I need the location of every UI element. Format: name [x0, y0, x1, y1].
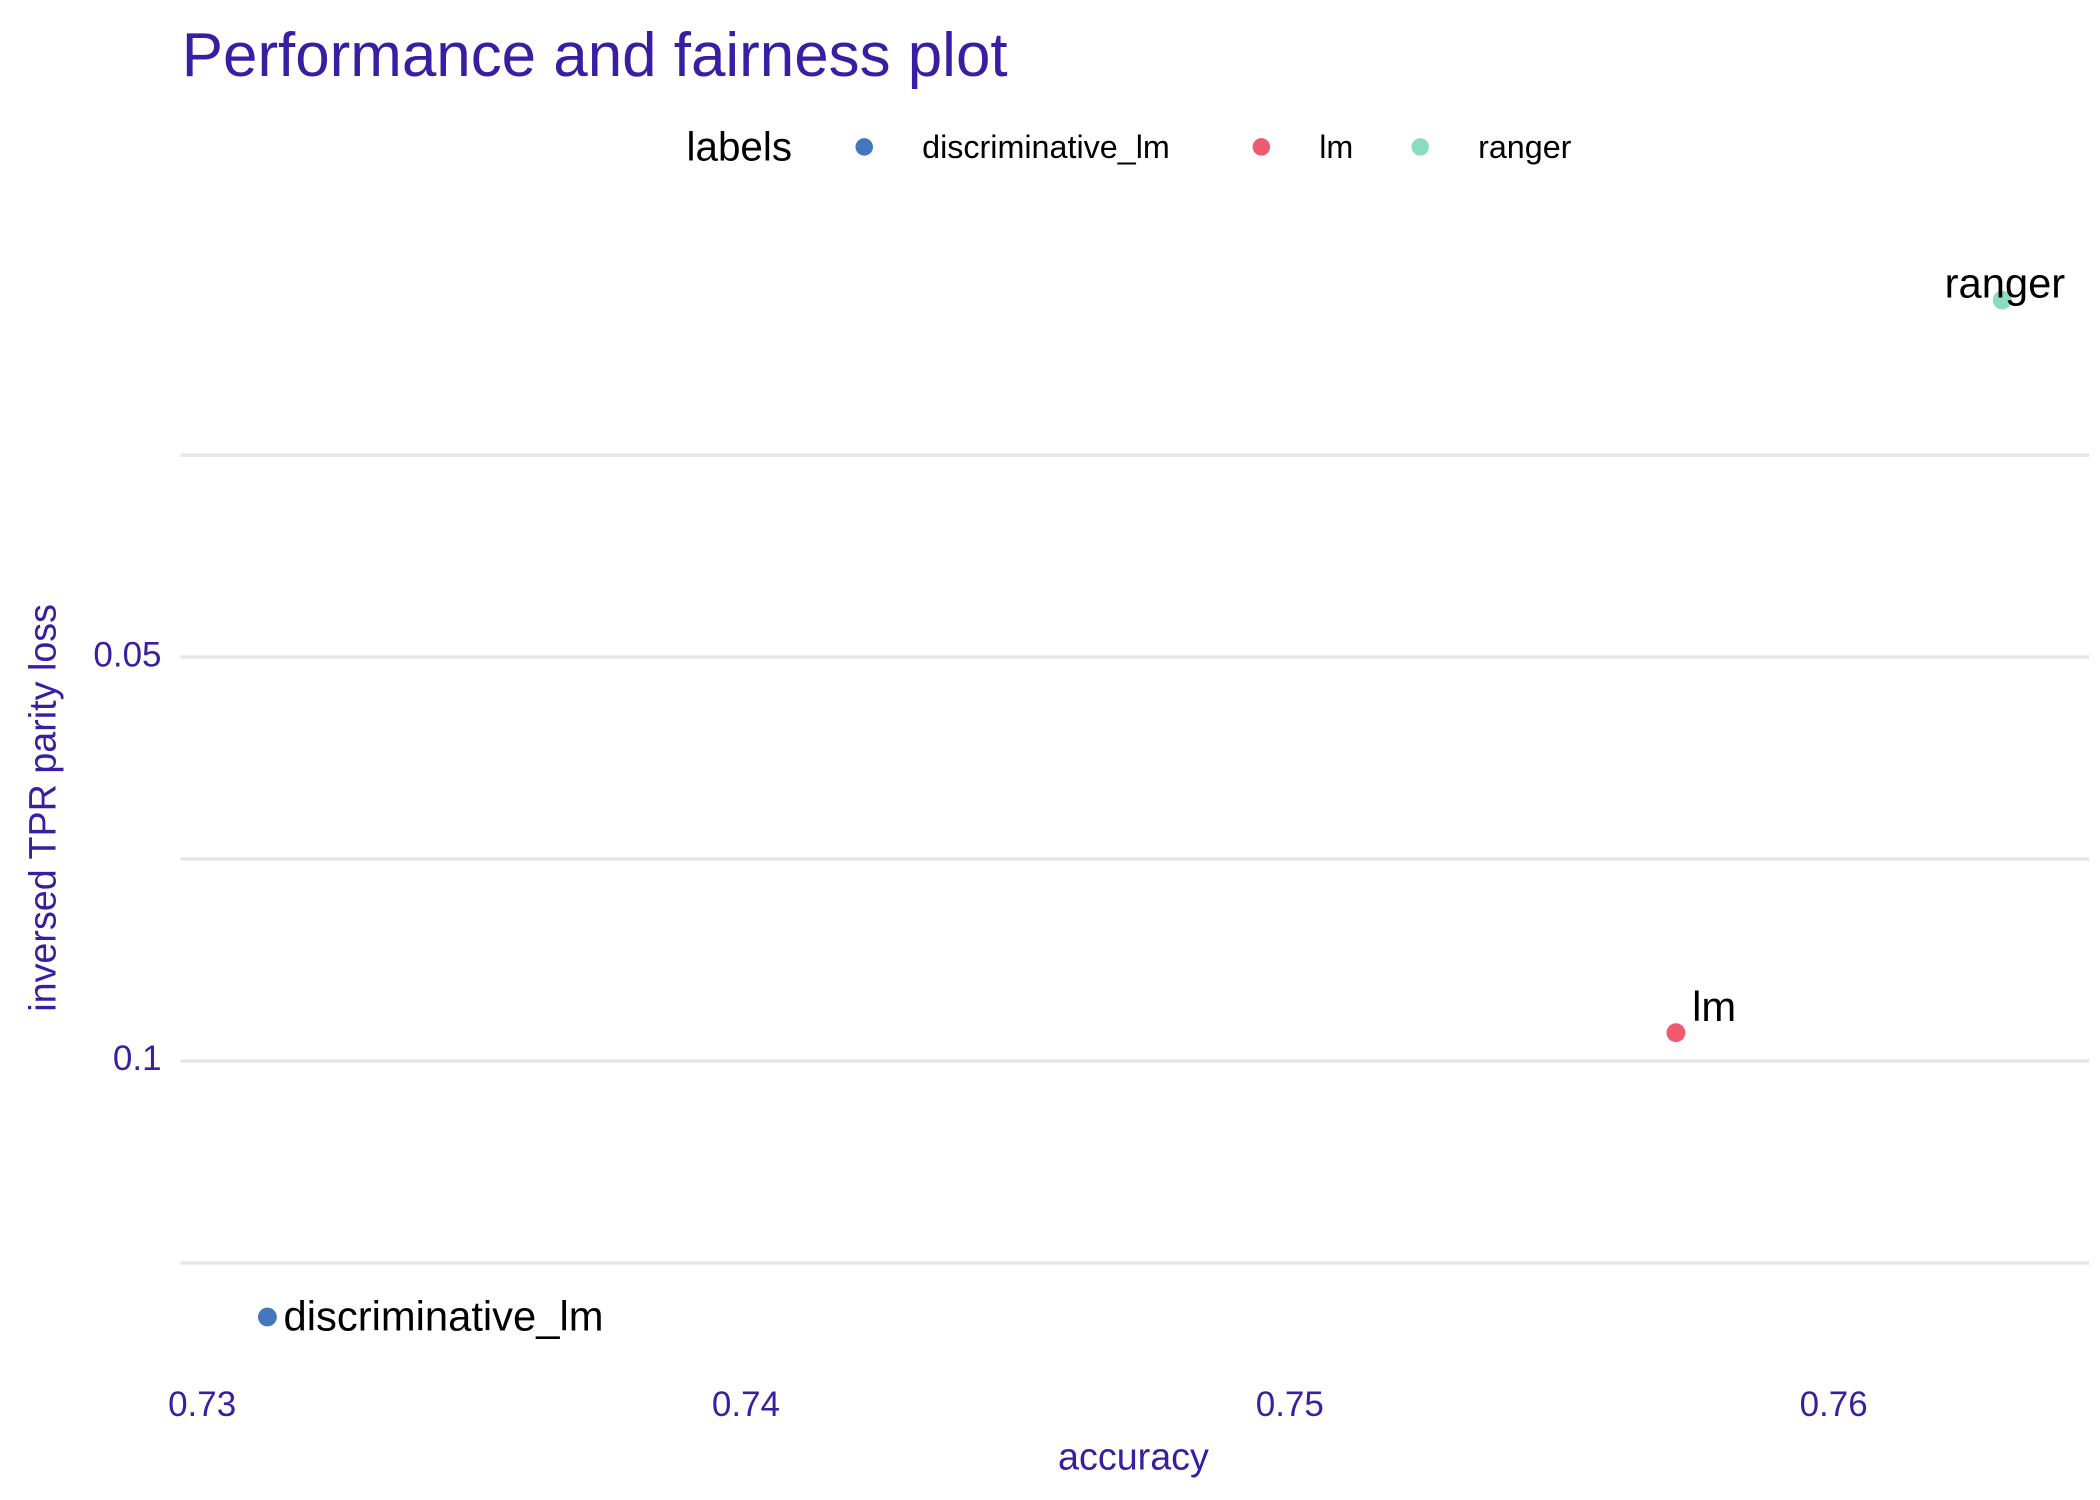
x-tick-label: 0.75	[1256, 1385, 1324, 1424]
point-label: ranger	[1945, 260, 2066, 307]
legend-marker	[1252, 138, 1271, 156]
point-label: discriminative_lm	[284, 1293, 604, 1340]
legend-marker	[855, 138, 873, 156]
point	[257, 1307, 277, 1327]
x-axis-title: accuracy	[1058, 1435, 1209, 1477]
x-tick-label: 0.73	[168, 1385, 236, 1424]
x-tick-label: 0.74	[712, 1385, 780, 1424]
y-tick-label: 0.05	[93, 635, 161, 674]
y-axis-title: inversed TPR parity loss	[22, 604, 64, 1012]
legend-marker	[1411, 138, 1429, 156]
point-label: lm	[1692, 983, 1736, 1030]
y-tick-label: 0.1	[113, 1039, 162, 1078]
point	[1666, 1023, 1686, 1043]
chart-title: Performance and fairness plot	[182, 21, 1008, 90]
point	[1992, 290, 2012, 310]
x-tick-label: 0.76	[1800, 1385, 1868, 1424]
legend-label: discriminative_lm	[922, 129, 1170, 165]
legend-title: labels	[687, 123, 793, 169]
legend-label: ranger	[1478, 129, 1572, 165]
legend-label: lm	[1319, 129, 1353, 165]
